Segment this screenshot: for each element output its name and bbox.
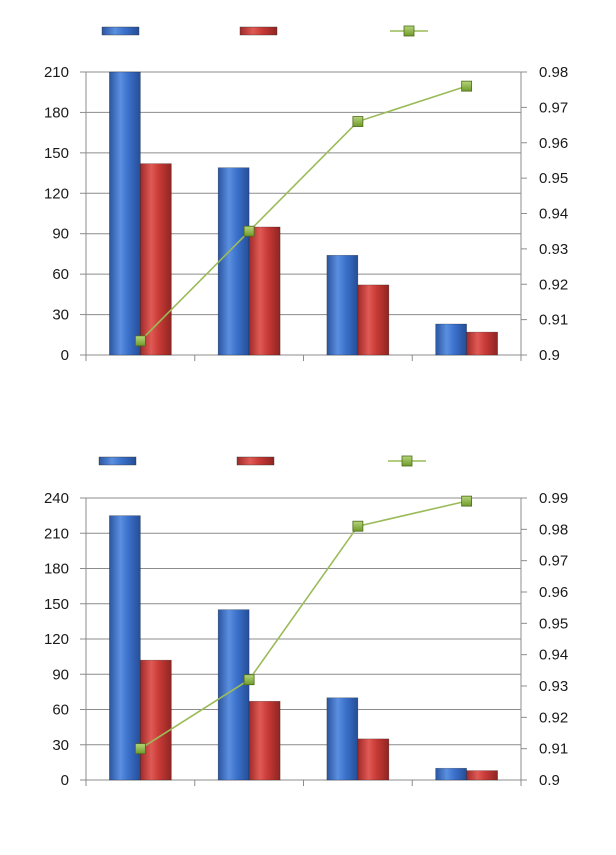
legend: [98, 455, 426, 467]
line-point-2: [243, 225, 255, 237]
line-series: [139, 85, 467, 342]
left-tick-label: 30: [52, 307, 69, 324]
chart-2: 0 30 60 90 120 150 180 210 240 0.9 0.91 0.92 0.93 0.9…: [44, 455, 568, 789]
right-tick-label: 0.98: [539, 521, 568, 538]
left-tick-label: 150: [44, 145, 69, 162]
left-tick-label: 240: [44, 490, 69, 507]
left-tick-label: 60: [52, 702, 69, 719]
bar-series-1-cat-4: [435, 323, 467, 356]
left-tick-label: 150: [44, 596, 69, 613]
line-point-4: [461, 80, 473, 92]
right-tick-label: 0.96: [539, 584, 568, 601]
right-tick-label: 0.94: [539, 206, 568, 223]
right-tick-label: 0.95: [539, 170, 568, 187]
legend: [101, 25, 428, 37]
legend-swatch-series-1: [98, 456, 137, 466]
bar-series-2-cat-2: [248, 226, 281, 356]
legend-marker-series-3: [403, 25, 415, 37]
bar-series-1-cat-1: [109, 71, 141, 356]
bar-series-2-cat-3: [357, 284, 390, 356]
right-tick-label: 0.94: [539, 647, 568, 664]
left-tick-label: 60: [52, 266, 69, 283]
right-tick-label: 0.96: [539, 135, 568, 152]
right-tick-label: 0.9: [539, 347, 560, 364]
left-tick-label: 0: [61, 347, 69, 364]
line-point-1: [134, 335, 146, 347]
left-tick-label: 120: [44, 185, 69, 202]
left-tick-label: 30: [52, 737, 69, 754]
bar-series-1-cat-1: [109, 515, 141, 781]
right-tick-label: 0.93: [539, 241, 568, 258]
line-series: [139, 500, 467, 750]
left-tick-label: 210: [44, 64, 69, 81]
line-point-3: [352, 520, 364, 532]
right-tick-label: 0.92: [539, 709, 568, 726]
bar-series-2-cat-4: [466, 331, 498, 356]
right-tick-label: 0.92: [539, 276, 568, 293]
right-tick-label: 0.97: [539, 99, 568, 116]
right-tick-label: 0.97: [539, 553, 568, 570]
left-tick-label: 120: [44, 631, 69, 648]
bar-series-1-cat-3: [326, 254, 359, 356]
legend-swatch-series-2: [239, 26, 278, 36]
right-tick-label: 0.9: [539, 772, 560, 789]
line-point-1: [134, 743, 146, 755]
right-tick-label: 0.95: [539, 615, 568, 632]
bar-series-2-cat-2: [248, 700, 281, 781]
right-tick-label: 0.91: [539, 312, 568, 329]
legend-marker-series-3: [401, 455, 413, 467]
right-tick-label: 0.91: [539, 741, 568, 758]
left-tick-label: 210: [44, 525, 69, 542]
chart-1: 0 30 60 90 120 150 180 210 0.9 0.91 0.92 0.93 0.94 0.…: [44, 25, 568, 364]
bar-series-2-cat-4: [466, 770, 498, 781]
bar-series-1-cat-4: [435, 767, 467, 781]
bar-series-2-cat-1: [140, 659, 172, 781]
right-tick-label: 0.93: [539, 678, 568, 695]
line-point-4: [461, 495, 473, 507]
legend-swatch-series-2: [236, 456, 275, 466]
left-tick-label: 90: [52, 226, 69, 243]
left-tick-label: 180: [44, 104, 69, 121]
line-point-2: [243, 674, 255, 686]
bar-series-2-cat-1: [140, 163, 172, 356]
left-tick-label: 0: [61, 772, 69, 789]
bar-series-2-cat-3: [357, 738, 390, 781]
left-tick-label: 180: [44, 561, 69, 578]
bar-series-1-cat-2: [217, 609, 250, 781]
bar-series-1-cat-3: [326, 697, 359, 781]
legend-swatch-series-1: [101, 26, 140, 36]
left-tick-label: 90: [52, 666, 69, 683]
line-point-3: [352, 116, 364, 127]
right-tick-label: 0.98: [539, 64, 568, 81]
bar-series-1-cat-2: [217, 167, 250, 356]
right-tick-label: 0.99: [539, 490, 568, 507]
